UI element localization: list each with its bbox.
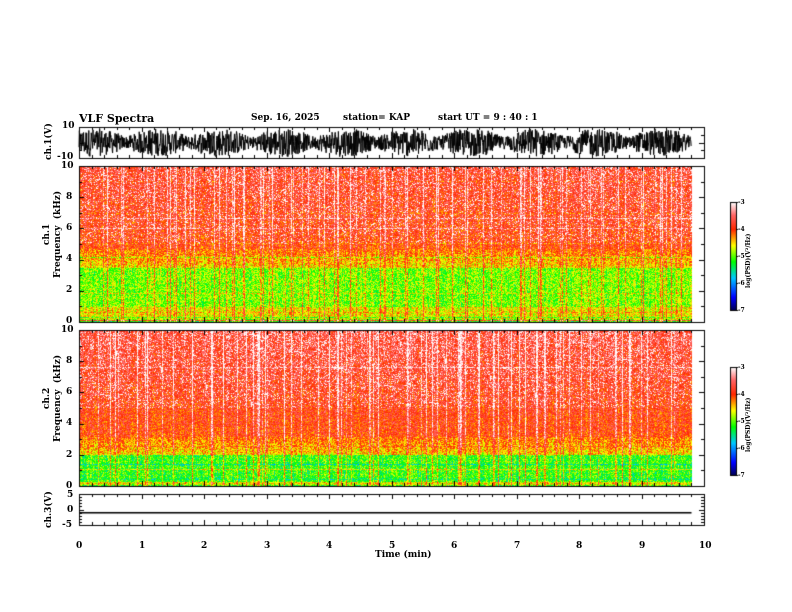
cb2-tick-minus4: -4 [738,391,745,398]
x-tick-4: 4 [326,541,333,551]
ch1-freq-tick-6: 6 [66,223,73,233]
ch2-freq-tick-10: 10 [61,325,74,335]
x-tick-10: 10 [699,541,712,551]
x-tick-9: 9 [639,541,646,551]
station-label: station= KAP [343,113,411,123]
ch1-ytick-top: 10 [62,121,75,131]
ch3-waveform-ylabel: ch.3(V) [44,491,54,528]
x-tick-5: 5 [389,541,396,551]
figure-title: VLF Spectra [79,112,155,125]
x-tick-1: 1 [139,541,146,551]
ch2-freq-tick-4: 4 [66,418,73,428]
cb1-tick-minus4: -4 [738,226,745,233]
ch2-freq-tick-2: 2 [66,450,73,460]
cb1-tick-minus3: -3 [738,199,745,206]
start-time-label: start UT = 9 : 40 : 1 [438,113,538,123]
x-tick-8: 8 [576,541,583,551]
cb1-tick-minus6: -6 [738,280,745,287]
ch1-freq-tick-4: 4 [66,254,73,264]
cb2-tick-minus7: -7 [738,472,745,479]
x-tick-0: 0 [76,541,83,551]
ch1-freq-tick-2: 2 [66,285,73,295]
cb1-label: log(PSD)(V²/Hz) [745,233,752,288]
x-tick-6: 6 [451,541,458,551]
ch1-freq-tick-8: 8 [66,192,73,202]
x-tick-7: 7 [514,541,521,551]
cb2-tick-minus3: -3 [738,364,745,371]
ch1-spectrogram-ylabel: ch.1 Frequency (kHz) [42,190,63,278]
ch3-ytick-5: 5 [67,490,74,500]
ch2-freq-tick-6: 6 [66,387,73,397]
ch2-spectrogram-ylabel: ch.2 Frequency (kHz) [42,354,63,442]
cb1-tick-minus5: -5 [738,253,745,260]
x-tick-2: 2 [201,541,208,551]
ch1-freq-tick-0: 0 [66,316,73,326]
ch1-waveform-ylabel: ch.1(V) [44,123,54,160]
ch3-ytick-0: 0 [67,505,74,515]
cb1-tick-minus7: -7 [738,307,745,314]
ch2-freq-tick-8: 8 [66,356,73,366]
ch1-freq-tick-10: 10 [61,161,74,171]
x-tick-3: 3 [264,541,271,551]
cb2-label: log(PSD)(V²/Hz) [745,397,752,452]
ch3-ytick-minus5: -5 [62,520,72,530]
x-axis-label: Time (min) [375,550,432,560]
ch2-freq-tick-0: 0 [66,481,73,491]
ch1-ytick-bottom: -10 [57,152,74,162]
cb2-tick-minus6: -6 [738,445,745,452]
date-label: Sep. 16, 2025 [251,113,320,123]
cb2-tick-minus5: -5 [738,418,745,425]
